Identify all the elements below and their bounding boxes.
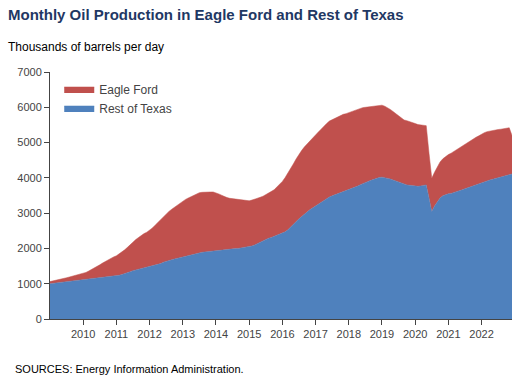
svg-text:Thousands of barrels per day: Thousands of barrels per day — [8, 40, 164, 54]
svg-text:Rest of Texas: Rest of Texas — [99, 102, 171, 116]
svg-text:Eagle Ford: Eagle Ford — [99, 83, 158, 97]
svg-text:7000: 7000 — [17, 66, 41, 78]
svg-text:2018: 2018 — [337, 328, 361, 340]
svg-text:2015: 2015 — [237, 328, 261, 340]
svg-text:2016: 2016 — [270, 328, 294, 340]
svg-text:4000: 4000 — [17, 172, 41, 184]
svg-text:Monthly Oil Production in Eagl: Monthly Oil Production in Eagle Ford and… — [8, 6, 404, 23]
svg-text:2014: 2014 — [204, 328, 228, 340]
svg-text:2019: 2019 — [370, 328, 394, 340]
svg-text:5000: 5000 — [17, 136, 41, 148]
svg-text:2021: 2021 — [436, 328, 460, 340]
svg-text:2000: 2000 — [17, 242, 41, 254]
svg-text:1000: 1000 — [17, 278, 41, 290]
svg-text:2012: 2012 — [137, 328, 161, 340]
svg-text:6000: 6000 — [17, 101, 41, 113]
svg-text:SOURCES: Energy Information Ad: SOURCES: Energy Information Administrati… — [15, 363, 244, 375]
svg-text:2010: 2010 — [71, 328, 95, 340]
svg-text:0: 0 — [36, 313, 42, 325]
svg-text:2017: 2017 — [303, 328, 327, 340]
svg-text:2011: 2011 — [105, 328, 129, 340]
svg-text:3000: 3000 — [17, 207, 41, 219]
svg-text:2020: 2020 — [403, 328, 427, 340]
svg-text:2013: 2013 — [171, 328, 195, 340]
svg-text:2022: 2022 — [469, 328, 493, 340]
